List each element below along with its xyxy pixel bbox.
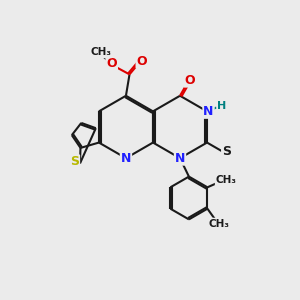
Text: O: O: [184, 74, 195, 87]
Text: N: N: [121, 152, 131, 165]
Text: S: S: [222, 145, 231, 158]
Text: H: H: [217, 101, 226, 111]
Text: CH₃: CH₃: [91, 47, 112, 57]
Text: S: S: [70, 155, 79, 168]
Text: N: N: [203, 105, 214, 118]
Text: CH₃: CH₃: [216, 175, 237, 185]
Text: N: N: [175, 152, 185, 165]
Text: CH₃: CH₃: [208, 219, 229, 229]
Text: O: O: [106, 57, 117, 70]
Text: O: O: [136, 55, 147, 68]
